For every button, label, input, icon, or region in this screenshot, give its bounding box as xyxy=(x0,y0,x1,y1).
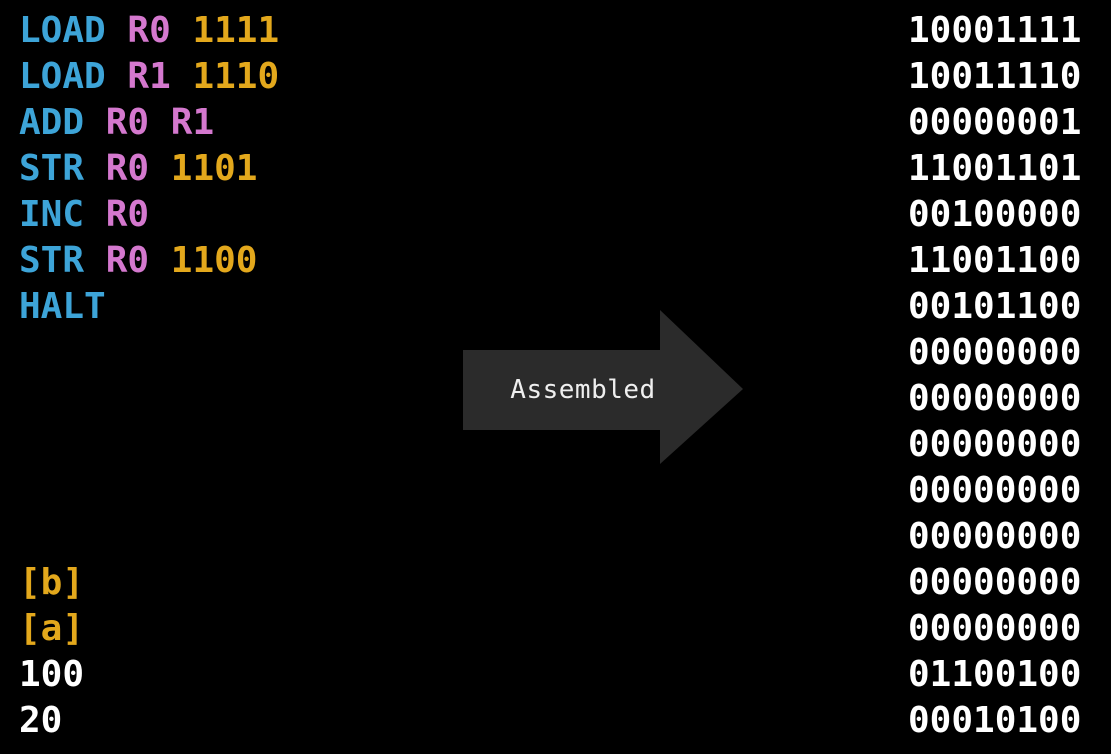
asm-token-register: R0 xyxy=(105,194,150,235)
asm-token-mnemonic: HALT xyxy=(19,286,106,327)
machine-code-line: 11001100 xyxy=(908,240,1082,281)
machine-code-line: 00100000 xyxy=(908,194,1082,235)
asm-token-mnemonic: LOAD xyxy=(19,56,106,97)
assembly-line xyxy=(19,422,279,468)
machine-code-line: 01100100 xyxy=(908,654,1082,695)
assembly-line xyxy=(19,376,279,422)
asm-token-label: [a] xyxy=(19,608,85,649)
machine-code-line: 10011110 xyxy=(908,56,1082,97)
machine-code-column: 10001111 10011110 00000001 11001101 00100000… xyxy=(908,8,1081,744)
machine-code-line: 00000000 xyxy=(908,516,1082,557)
assembly-line: HALT xyxy=(19,284,279,330)
asm-token-mnemonic: LOAD xyxy=(19,10,106,51)
asm-token-register: R1 xyxy=(170,102,215,143)
asm-token-mnemonic: STR xyxy=(19,148,85,189)
assembly-line xyxy=(19,330,279,376)
machine-code-line: 00000000 xyxy=(908,470,1082,511)
machine-code-line: 00000000 xyxy=(908,562,1082,603)
assembly-code-column: LOAD R0 1111 LOAD R1 1110 ADD R0 R1 STR R0 … xyxy=(19,8,279,744)
assembly-line: 20 xyxy=(19,698,279,744)
asm-token-operand: 1111 xyxy=(192,10,280,51)
asm-token-label: [b] xyxy=(19,562,85,603)
assembly-line: LOAD R0 1111 xyxy=(19,8,279,54)
assembly-line: STR R0 1100 xyxy=(19,238,279,284)
asm-token-register: R0 xyxy=(105,148,150,189)
asm-token-mnemonic: STR xyxy=(19,240,85,281)
assembly-line: LOAD R1 1110 xyxy=(19,54,279,100)
asm-token-value: 20 xyxy=(19,700,63,741)
assembly-line: ADD R0 R1 xyxy=(19,100,279,146)
asm-token-mnemonic: ADD xyxy=(19,102,85,143)
assembled-arrow-label: Assembled xyxy=(510,375,656,405)
assembly-line: [b] xyxy=(19,560,279,606)
asm-token-value: 100 xyxy=(19,654,85,695)
machine-code-line: 00000000 xyxy=(908,424,1082,465)
machine-code-line: 00000000 xyxy=(908,332,1082,373)
machine-code-line: 00000001 xyxy=(908,102,1082,143)
asm-token-operand: 1100 xyxy=(170,240,258,281)
asm-token-register: R1 xyxy=(127,56,171,97)
machine-code-line: 00010100 xyxy=(908,700,1082,741)
machine-code-line: 00000000 xyxy=(908,378,1082,419)
machine-code-line: 00000000 xyxy=(908,608,1082,649)
assembly-line: [a] xyxy=(19,606,279,652)
arrow-right-icon xyxy=(463,310,743,464)
machine-code-line: 00101100 xyxy=(908,286,1082,327)
assembly-line: STR R0 1101 xyxy=(19,146,279,192)
machine-code-line: 10001111 xyxy=(908,10,1082,51)
asm-token-register: R0 xyxy=(105,240,150,281)
assembly-line xyxy=(19,514,279,560)
assembly-line xyxy=(19,468,279,514)
asm-token-register: R0 xyxy=(105,102,150,143)
assembly-line: 100 xyxy=(19,652,279,698)
asm-token-operand: 1110 xyxy=(192,56,280,97)
machine-code-line: 11001101 xyxy=(908,148,1082,189)
assembly-line: INC R0 xyxy=(19,192,279,238)
asm-token-mnemonic: INC xyxy=(19,194,85,235)
asm-token-register: R0 xyxy=(127,10,171,51)
asm-token-operand: 1101 xyxy=(170,148,258,189)
